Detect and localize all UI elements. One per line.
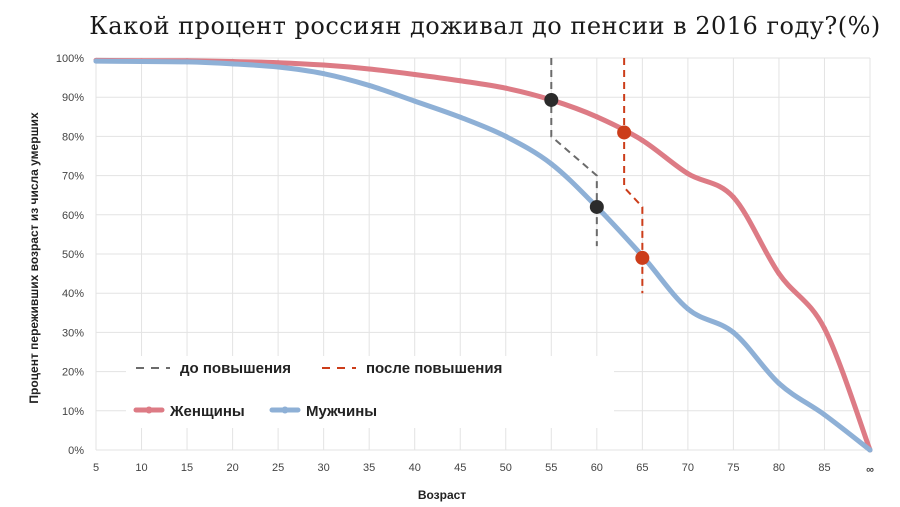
x-tick-label: 5 xyxy=(93,462,99,474)
y-axis-label: Процент переживших возраст из числа умер… xyxy=(27,112,41,404)
data-point xyxy=(457,114,463,120)
data-point xyxy=(503,85,509,91)
x-tick-label: 60 xyxy=(591,462,603,474)
x-tick-label: 55 xyxy=(545,462,557,474)
y-tick-label: 30% xyxy=(62,327,84,339)
x-tick-label: 50 xyxy=(500,462,512,474)
x-tick-label: 85 xyxy=(818,462,830,474)
data-point xyxy=(639,137,645,143)
y-tick-label: 40% xyxy=(62,288,84,300)
y-tick-label: 50% xyxy=(62,249,84,261)
legend-series-dot xyxy=(281,406,289,414)
data-point xyxy=(685,171,691,177)
markers xyxy=(544,92,650,265)
marker-point xyxy=(544,92,559,107)
legend-series-label: Мужчины xyxy=(306,403,377,420)
x-axis-label: Возраст xyxy=(418,488,466,502)
y-tick-label: 90% xyxy=(62,92,84,104)
x-tick-label: ∞ xyxy=(866,464,874,476)
x-tick-label: 75 xyxy=(727,462,739,474)
x-tick-label: 80 xyxy=(773,462,785,474)
legend-series-dot xyxy=(145,406,153,414)
y-tick-label: 10% xyxy=(62,406,84,418)
data-point xyxy=(366,66,372,72)
chart-title: Какой процент россиян доживал до пенсии … xyxy=(89,12,881,40)
y-tick-label: 70% xyxy=(62,171,84,183)
tick-labels: 0% 10% 20% 30% 40% 50% 60% 70% 80% 90% 100% 5 10 15 20… xyxy=(56,53,874,476)
x-tick-label: 25 xyxy=(272,462,284,474)
data-point xyxy=(184,59,190,65)
marker-point xyxy=(589,199,604,214)
data-point xyxy=(412,98,418,104)
x-tick-label: 65 xyxy=(636,462,648,474)
marker-point xyxy=(635,250,650,265)
data-point xyxy=(321,71,327,77)
legend-ref-label: до повышения xyxy=(180,360,291,377)
data-point xyxy=(321,62,327,68)
x-tick-label: 10 xyxy=(135,462,147,474)
legend-series-label: Женщины xyxy=(169,403,245,420)
y-tick-label: 20% xyxy=(62,367,84,379)
data-point xyxy=(821,325,827,331)
x-tick-label: 20 xyxy=(226,462,238,474)
x-tick-label: 40 xyxy=(409,462,421,474)
legend-ref-label: после повышения xyxy=(366,360,502,377)
x-tick-label: 35 xyxy=(363,462,375,474)
data-point xyxy=(93,58,99,64)
data-point xyxy=(503,133,509,139)
data-point xyxy=(139,59,145,65)
x-tick-label: 70 xyxy=(682,462,694,474)
data-point xyxy=(275,60,281,66)
data-point xyxy=(594,114,600,120)
marker-point xyxy=(617,125,632,140)
reference-line-after xyxy=(623,58,644,294)
data-point xyxy=(275,64,281,70)
data-point xyxy=(366,82,372,88)
legend: до повышения после повышения Женщины Мужчин… xyxy=(126,356,614,428)
y-tick-label: 0% xyxy=(68,445,84,457)
data-point xyxy=(776,271,782,277)
data-point xyxy=(730,329,736,335)
legend-background xyxy=(126,356,614,428)
x-tick-label: 45 xyxy=(454,462,466,474)
x-tick-label: 30 xyxy=(318,462,330,474)
x-tick-label: 15 xyxy=(181,462,193,474)
data-point xyxy=(548,161,554,167)
y-tick-label: 100% xyxy=(56,53,84,65)
data-point xyxy=(730,194,736,200)
data-point xyxy=(776,380,782,386)
y-tick-label: 80% xyxy=(62,131,84,143)
y-tick-label: 60% xyxy=(62,210,84,222)
data-point xyxy=(457,78,463,84)
data-point xyxy=(685,306,691,312)
reference-line-before xyxy=(550,58,598,247)
series-lines xyxy=(93,57,873,453)
data-point xyxy=(230,61,236,67)
data-point xyxy=(867,447,873,453)
data-point xyxy=(412,71,418,77)
data-point xyxy=(821,412,827,418)
